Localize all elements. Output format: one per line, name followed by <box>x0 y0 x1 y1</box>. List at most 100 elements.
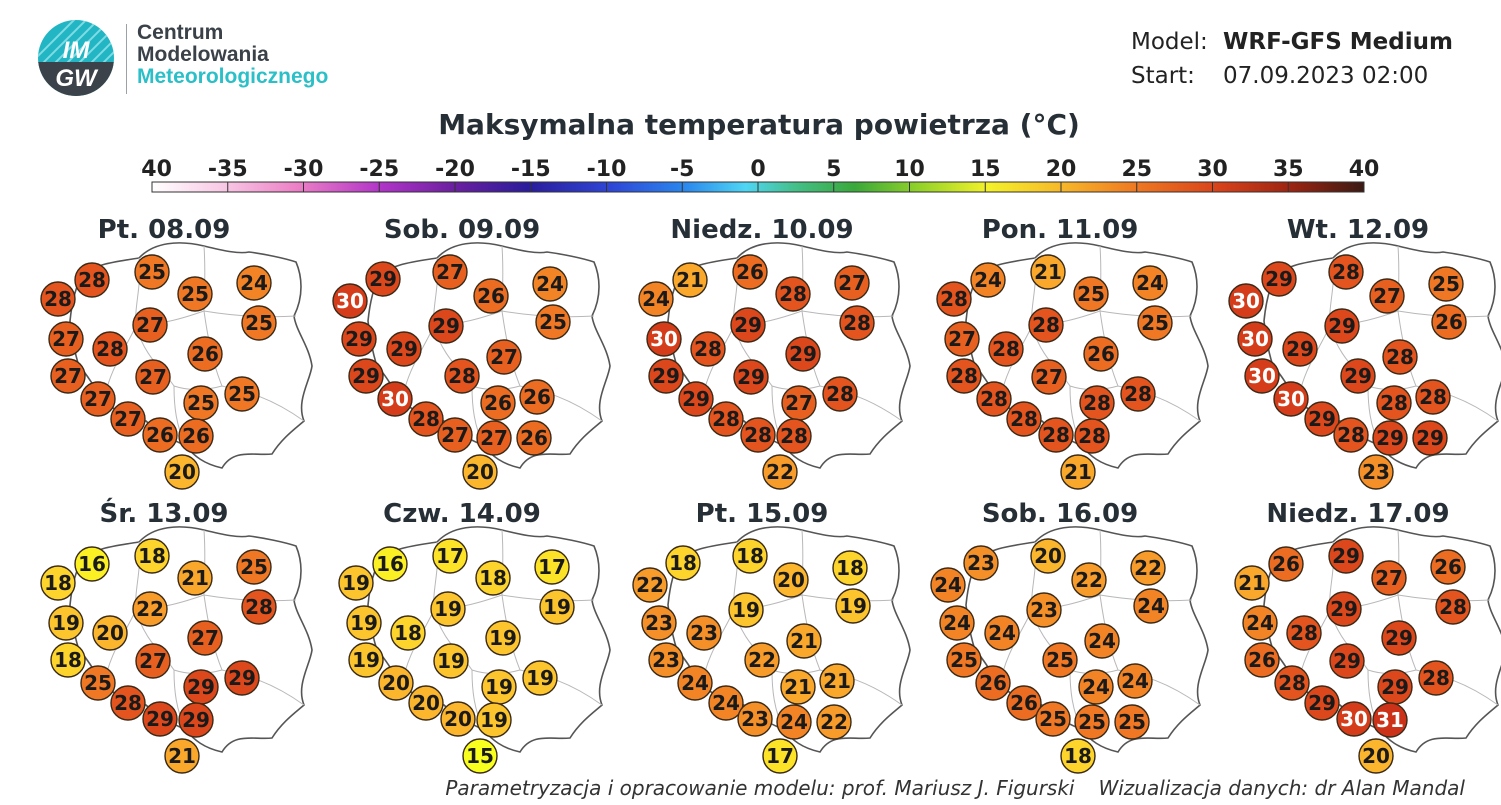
temperature-circle <box>775 276 811 312</box>
temperature-value: 24 <box>712 691 740 715</box>
temperature-value: 24 <box>974 268 1002 292</box>
temperature-circle <box>785 336 821 372</box>
scale-tick-label: 0 <box>750 157 765 182</box>
scale-tick-label: -20 <box>435 157 475 182</box>
temperature-value: 26 <box>979 671 1007 695</box>
temperature-circle <box>1333 417 1369 453</box>
start-value: 07.09.2023 02:00 <box>1223 63 1429 89</box>
temperature-circle <box>224 660 260 696</box>
day-title: Sob. 09.09 <box>384 215 540 245</box>
model-info: Model: WRF-GFS Medium Start: 07.09.2023 02… <box>1131 25 1453 93</box>
scale-tick-label: 30 <box>1197 157 1228 182</box>
temperature-circle <box>241 589 277 625</box>
day-title: Pon. 11.09 <box>982 215 1139 245</box>
temperature-circle <box>1078 669 1114 705</box>
temperature-value: 29 <box>369 267 397 291</box>
temperature-circle <box>677 665 713 701</box>
scale-tick-label: -5 <box>670 157 694 182</box>
temperature-value: 28 <box>1419 385 1447 409</box>
temperature-circle <box>1120 376 1156 412</box>
temperature-circle <box>1073 276 1109 312</box>
temperature-value: 29 <box>228 666 256 690</box>
temperature-value: 21 <box>1064 460 1092 484</box>
temperature-circle <box>936 281 972 317</box>
temperature-circle <box>1340 358 1376 394</box>
temperature-value: 21 <box>823 669 851 693</box>
temperature-value: 26 <box>1272 552 1300 576</box>
temperature-circle <box>50 642 86 678</box>
temperature-value: 26 <box>477 284 505 308</box>
start-label: Start: <box>1131 63 1195 89</box>
temperature-circle <box>1369 278 1405 314</box>
temperature-value: 28 <box>412 407 440 431</box>
temperature-circle <box>728 592 764 628</box>
temperature-value: 29 <box>352 364 380 388</box>
temperature-circle <box>732 538 768 574</box>
credits: Parametryzacja i opracowanie modelu: pro… <box>445 776 1465 800</box>
temperature-circle <box>773 562 809 598</box>
temperature-circle <box>432 254 468 290</box>
temperature-circle <box>1234 565 1270 601</box>
temperature-value: 22 <box>766 460 794 484</box>
temperature-circle <box>1382 339 1418 375</box>
temperature-circle <box>1130 550 1166 586</box>
temperature-value: 19 <box>485 675 513 699</box>
temperature-circle <box>475 560 511 596</box>
temperature-circle <box>516 420 552 456</box>
temperature-value: 18 <box>138 544 166 568</box>
temperature-circle <box>1412 420 1448 456</box>
temperature-circle <box>762 738 798 774</box>
temperature-value: 22 <box>820 710 848 734</box>
temperature-circle <box>930 567 966 603</box>
temperature-value: 27 <box>52 327 80 351</box>
temperature-circle <box>348 358 384 394</box>
temperature-circle <box>1030 538 1066 574</box>
temperature-value: 28 <box>1380 391 1408 415</box>
temperature-value: 28 <box>1332 260 1360 284</box>
temperature-value: 28 <box>843 311 871 335</box>
temperature-circle <box>1372 702 1408 738</box>
temperature-value: 25 <box>138 260 166 284</box>
temperature-circle <box>433 643 469 679</box>
temperature-circle <box>480 385 516 421</box>
temperature-circle <box>1035 701 1071 737</box>
temperature-circle <box>432 538 468 574</box>
temperature-circle <box>1244 642 1280 678</box>
temperature-circle <box>1228 283 1264 319</box>
temperature-circle <box>348 642 384 678</box>
temperature-value: 27 <box>436 260 464 284</box>
temperature-value: 25 <box>1118 710 1146 734</box>
temperature-circle <box>92 331 128 367</box>
temperature-value: 21 <box>181 566 209 590</box>
temperature-circle <box>1415 379 1451 415</box>
temperature-value: 29 <box>734 313 762 337</box>
temperature-value: 27 <box>139 365 167 389</box>
temperature-value: 24 <box>1088 629 1116 653</box>
temperature-circle <box>1435 589 1471 625</box>
temperature-value: 28 <box>780 424 808 448</box>
temperature-value: 28 <box>1337 423 1365 447</box>
temperature-value: 19 <box>342 571 370 595</box>
temperature-circle <box>80 381 116 417</box>
temperature-value: 28 <box>1083 391 1111 415</box>
temperature-circle <box>984 615 1020 651</box>
scale-tick-label: 25 <box>1121 157 1152 182</box>
temperature-value: 25 <box>1046 648 1074 672</box>
temperature-value: 29 <box>187 675 215 699</box>
temperature-value: 28 <box>1042 423 1070 447</box>
temperature-circle <box>1244 358 1280 394</box>
temperature-value: 29 <box>1416 426 1444 450</box>
temperature-circle <box>1074 704 1110 740</box>
temperature-circle <box>1117 663 1153 699</box>
scale-tick-label: 5 <box>826 157 841 182</box>
temperature-value: 18 <box>736 544 764 568</box>
temperature-value: 19 <box>437 649 465 673</box>
temperature-value: 25 <box>245 311 273 335</box>
temperature-value: 28 <box>744 423 772 447</box>
temperature-circle <box>224 376 260 412</box>
temperature-circle <box>740 417 776 453</box>
temperature-value: 26 <box>1435 310 1463 334</box>
temperature-circle <box>946 642 982 678</box>
temperature-circle <box>110 401 146 437</box>
